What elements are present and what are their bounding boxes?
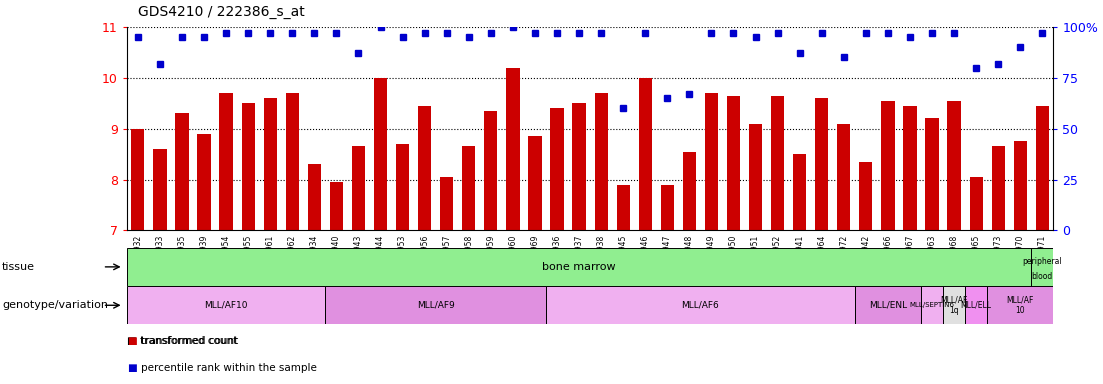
Text: MLL/AF
10: MLL/AF 10: [1007, 296, 1034, 315]
Bar: [1031, 248, 1053, 286]
Text: ■: ■: [127, 363, 137, 373]
Bar: [330, 182, 343, 384]
Bar: [793, 154, 806, 384]
Bar: [374, 78, 387, 384]
Bar: [440, 177, 453, 384]
Bar: [528, 136, 542, 384]
Text: MLL/ELL: MLL/ELL: [961, 301, 992, 310]
Bar: [903, 106, 917, 384]
Bar: [992, 146, 1005, 384]
Bar: [855, 286, 921, 324]
Bar: [943, 286, 965, 324]
Bar: [987, 286, 1053, 324]
Bar: [264, 98, 277, 384]
Bar: [925, 118, 939, 384]
Bar: [683, 152, 696, 384]
Bar: [639, 78, 652, 384]
Bar: [1036, 106, 1049, 384]
Bar: [506, 68, 520, 384]
Bar: [418, 106, 431, 384]
Text: ■: ■: [127, 336, 137, 346]
Bar: [970, 177, 983, 384]
Bar: [727, 96, 740, 384]
Text: MLL/AF9: MLL/AF9: [417, 301, 454, 310]
Bar: [749, 124, 762, 384]
Bar: [837, 124, 850, 384]
Bar: [242, 103, 255, 384]
Bar: [572, 103, 586, 384]
Bar: [921, 286, 943, 324]
Text: blood: blood: [1031, 272, 1053, 281]
Text: bone marrow: bone marrow: [543, 262, 615, 272]
Bar: [771, 96, 784, 384]
Bar: [131, 129, 144, 384]
Bar: [462, 146, 475, 384]
Bar: [175, 113, 189, 384]
Text: MLL/SEPTIN6: MLL/SEPTIN6: [910, 302, 954, 308]
Bar: [197, 134, 211, 384]
Text: peripheral: peripheral: [1022, 257, 1062, 266]
Bar: [286, 93, 299, 384]
Text: genotype/variation: genotype/variation: [2, 300, 108, 310]
Bar: [352, 146, 365, 384]
Bar: [947, 101, 961, 384]
Bar: [859, 162, 872, 384]
Bar: [815, 98, 828, 384]
Text: ■ transformed count: ■ transformed count: [127, 336, 237, 346]
Bar: [153, 149, 167, 384]
Bar: [396, 144, 409, 384]
Bar: [484, 111, 497, 384]
Text: transformed count: transformed count: [141, 336, 238, 346]
Text: GDS4210 / 222386_s_at: GDS4210 / 222386_s_at: [138, 5, 304, 19]
Bar: [550, 108, 564, 384]
Text: MLL/AF6: MLL/AF6: [682, 301, 719, 310]
Bar: [127, 286, 325, 324]
Bar: [705, 93, 718, 384]
Bar: [661, 185, 674, 384]
Bar: [1014, 141, 1027, 384]
Bar: [325, 286, 546, 324]
Bar: [965, 286, 987, 324]
Text: MLL/AF
1q: MLL/AF 1q: [941, 296, 967, 315]
Bar: [219, 93, 233, 384]
Bar: [595, 93, 608, 384]
Bar: [617, 185, 630, 384]
Bar: [881, 101, 895, 384]
Text: tissue: tissue: [2, 262, 35, 272]
Text: MLL/ENL: MLL/ENL: [869, 301, 907, 310]
Text: percentile rank within the sample: percentile rank within the sample: [141, 363, 317, 373]
Text: MLL/AF10: MLL/AF10: [204, 301, 248, 310]
Bar: [546, 286, 855, 324]
Bar: [308, 164, 321, 384]
